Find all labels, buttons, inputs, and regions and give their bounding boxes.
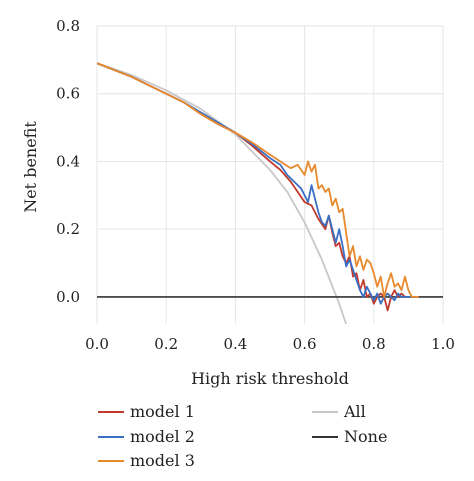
x-tick-label: 0.2 <box>154 335 178 353</box>
x-tick-label: 0.6 <box>293 335 317 353</box>
x-tick-label: 0.8 <box>362 335 386 353</box>
grid-lines <box>96 25 444 324</box>
legend-label: model 1 <box>130 402 195 421</box>
x-tick-label: 0.0 <box>85 335 109 353</box>
y-tick-label: 0.4 <box>56 152 80 170</box>
legend-label: model 3 <box>130 451 195 470</box>
y-tick-label: 0.2 <box>56 220 80 238</box>
y-tick-label: 0.8 <box>56 17 80 35</box>
legend-label: All <box>343 402 366 421</box>
x-tick-labels: 0.0 0.2 0.4 0.6 0.8 1.0 <box>85 335 455 353</box>
y-tick-label: 0.6 <box>56 85 80 103</box>
model-1-line <box>97 62 416 312</box>
y-tick-label: 0.0 <box>56 288 80 306</box>
x-axis-label: High risk threshold <box>191 369 349 388</box>
series-lines <box>97 62 443 324</box>
y-tick-labels: 0.0 0.2 0.4 0.6 0.8 <box>56 17 80 306</box>
all-line <box>97 62 347 324</box>
x-tick-label: 1.0 <box>431 335 455 353</box>
legend-label: None <box>344 427 387 446</box>
model-3-line <box>97 62 419 298</box>
model-2-line <box>97 62 416 305</box>
legend: model 1 model 2 model 3 All None <box>98 402 387 470</box>
y-axis-label: Net benefit <box>21 121 40 213</box>
x-tick-label: 0.4 <box>223 335 247 353</box>
legend-label: model 2 <box>130 427 195 446</box>
